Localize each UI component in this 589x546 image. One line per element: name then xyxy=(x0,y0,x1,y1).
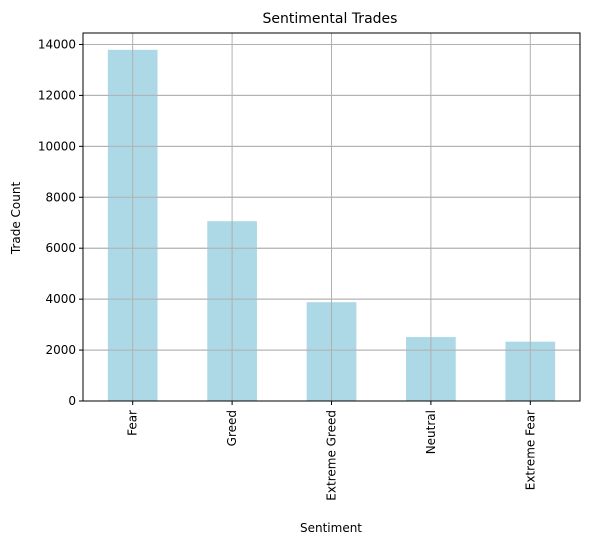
x-tick-label: Extreme Fear xyxy=(523,410,537,490)
y-tick-label: 14000 xyxy=(38,37,76,51)
chart-title: Sentimental Trades xyxy=(263,11,398,27)
x-axis-label: Sentiment xyxy=(300,521,362,535)
x-tick-label: Extreme Greed xyxy=(325,410,339,501)
y-tick-label: 4000 xyxy=(45,292,76,306)
y-tick-label: 8000 xyxy=(45,190,76,204)
y-axis-label: Trade Count xyxy=(9,182,23,256)
y-tick-label: 0 xyxy=(68,394,76,408)
x-axis-ticks: Fear Greed Extreme Greed Neutral Extreme Fea… xyxy=(126,401,537,501)
x-tick-label: Greed xyxy=(225,410,239,446)
bars xyxy=(83,33,580,402)
y-tick-label: 10000 xyxy=(38,139,76,153)
x-tick-label: Neutral xyxy=(424,410,438,454)
y-axis-ticks: 0 2000 4000 6000 8000 10000 12000 14000 xyxy=(38,37,83,408)
y-tick-label: 6000 xyxy=(45,241,76,255)
y-tick-label: 2000 xyxy=(45,343,76,357)
x-tick-label: Fear xyxy=(126,410,140,436)
y-tick-label: 12000 xyxy=(38,88,76,102)
plot-frame xyxy=(82,32,581,402)
